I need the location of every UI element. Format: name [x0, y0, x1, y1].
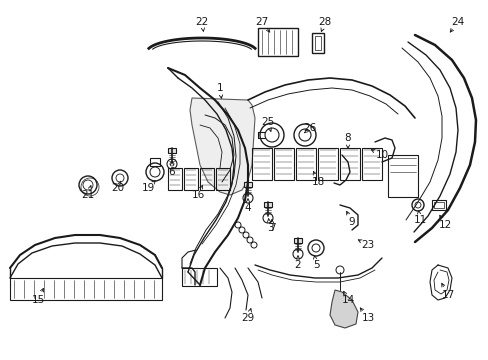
Text: 14: 14 [341, 295, 354, 305]
Bar [182, 268, 217, 286]
Text: 25: 25 [261, 117, 274, 127]
Bar [150, 158, 160, 166]
Bar [168, 148, 176, 153]
Text: 20: 20 [111, 183, 124, 193]
Bar [258, 28, 297, 56]
Polygon shape [190, 98, 254, 195]
Text: 2: 2 [294, 260, 301, 270]
Bar [183, 168, 198, 190]
Bar [311, 33, 324, 53]
Bar [433, 202, 443, 208]
Bar [244, 182, 251, 187]
Text: 4: 4 [244, 203, 251, 213]
Bar [168, 168, 182, 190]
Text: 16: 16 [191, 190, 204, 200]
Text: 21: 21 [81, 190, 95, 200]
Text: 13: 13 [361, 313, 374, 323]
Bar [216, 168, 229, 190]
Bar [431, 200, 445, 210]
Bar [314, 36, 320, 50]
Text: 28: 28 [318, 17, 331, 27]
Text: 26: 26 [303, 123, 316, 133]
Text: 12: 12 [437, 220, 451, 230]
Text: 19: 19 [141, 183, 154, 193]
Text: 17: 17 [441, 290, 454, 300]
Bar [200, 168, 214, 190]
Bar [251, 148, 271, 180]
Polygon shape [329, 290, 357, 328]
Bar [387, 155, 417, 197]
Text: 29: 29 [241, 313, 254, 323]
Text: 23: 23 [361, 240, 374, 250]
Bar [10, 278, 162, 300]
Text: 18: 18 [311, 177, 324, 187]
Text: 8: 8 [344, 133, 350, 143]
Bar [264, 202, 271, 207]
Text: 11: 11 [412, 215, 426, 225]
Bar [295, 148, 315, 180]
Text: 3: 3 [266, 223, 273, 233]
Text: 6: 6 [168, 167, 175, 177]
Bar [273, 148, 293, 180]
Bar [293, 238, 302, 243]
Text: 1: 1 [216, 83, 223, 93]
Text: 7: 7 [268, 223, 275, 233]
Text: 15: 15 [31, 295, 44, 305]
Text: 27: 27 [255, 17, 268, 27]
Text: 10: 10 [375, 150, 388, 160]
Text: 22: 22 [195, 17, 208, 27]
Text: 9: 9 [348, 217, 355, 227]
Bar [317, 148, 337, 180]
Text: 24: 24 [450, 17, 464, 27]
Bar [361, 148, 381, 180]
Bar [339, 148, 359, 180]
Text: 5: 5 [312, 260, 319, 270]
